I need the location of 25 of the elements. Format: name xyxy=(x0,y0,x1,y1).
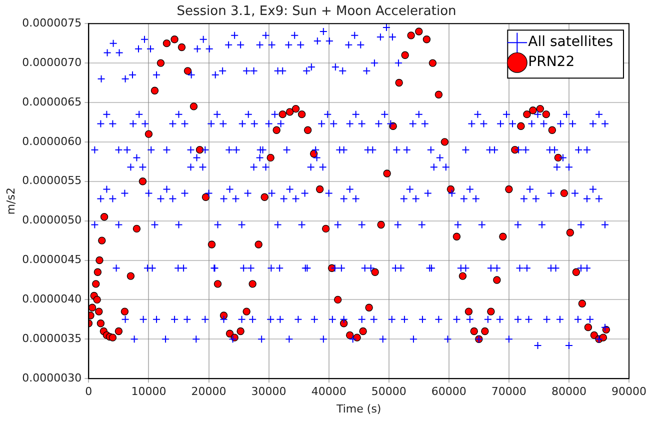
x-tick-label: 50000 xyxy=(371,385,406,398)
x-tick-label: 80000 xyxy=(551,385,586,398)
legend-label: PRN22 xyxy=(528,54,575,70)
y-tick-label: 0.0000075 xyxy=(22,16,82,30)
x-tick-label: 90000 xyxy=(612,385,646,398)
legend-label: All satellites xyxy=(528,34,614,50)
y-tick-label: 0.0000035 xyxy=(22,332,82,346)
y-tick-label: 0.0000050 xyxy=(22,214,82,227)
x-tick-label: 30000 xyxy=(251,385,286,398)
x-tick-label: 20000 xyxy=(191,385,226,398)
x-tick-label: 0 xyxy=(85,385,92,398)
y-tick-label: 0.0000045 xyxy=(22,253,82,266)
x-tick-label: 70000 xyxy=(491,385,526,398)
y-tick-label: 0.0000070 xyxy=(22,56,82,69)
chart-title: Session 3.1, Ex9: Sun + Moon Acceleration xyxy=(176,4,456,20)
y-tick-label: 0.0000040 xyxy=(22,292,82,306)
x-tick-label: 40000 xyxy=(311,385,346,398)
y-tick-label: 0.0000030 xyxy=(22,371,82,384)
y-tick-label: 0.0000065 xyxy=(22,95,82,108)
x-axis-title: Time (s) xyxy=(335,402,382,416)
x-tick-label: 60000 xyxy=(431,385,466,398)
y-tick-label: 0.0000060 xyxy=(22,134,82,148)
x-tick-label: 10000 xyxy=(131,385,166,398)
y-tick-label: 0.0000055 xyxy=(22,174,82,188)
y-axis-title: m/s2 xyxy=(4,188,18,215)
